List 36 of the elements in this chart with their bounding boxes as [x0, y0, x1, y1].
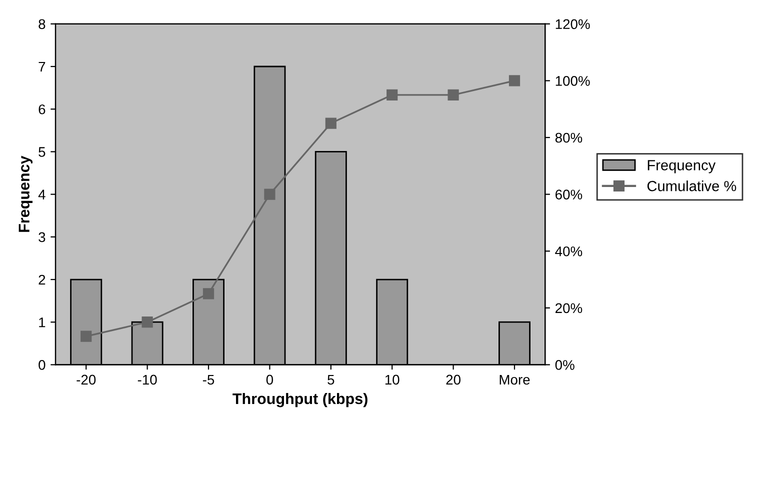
- y2-tick-label: 60%: [556, 190, 582, 200]
- point: [448, 89, 459, 100]
- y-tick-label: 0: [38, 360, 46, 370]
- y-tick-label: 4: [38, 190, 46, 200]
- legend-label: Frequency: [648, 160, 716, 174]
- y2-tick-label: 120%: [556, 19, 590, 30]
- y-tick-label: 8: [38, 19, 46, 30]
- x-tick-label: -5: [202, 374, 214, 385]
- point: [508, 75, 520, 86]
- x-tick-label: 0: [266, 374, 274, 385]
- point: [325, 118, 336, 129]
- x-tick-label: More: [500, 374, 530, 385]
- y-tick-label: 1: [39, 318, 46, 328]
- legend-label: Cumulative %: [647, 180, 736, 192]
- y-tick-label: 6: [38, 104, 46, 114]
- point: [80, 330, 92, 342]
- x-tick-label: 10: [385, 374, 400, 385]
- x-tick-label: -20: [76, 374, 96, 385]
- y-tick-label: 2: [38, 274, 46, 285]
- point: [202, 288, 214, 300]
- y-axis-title: Frequency: [18, 156, 33, 232]
- y2-tick-label: 0%: [555, 360, 574, 370]
- x-tick-label: 5: [328, 374, 334, 385]
- y2-tick-label: 80%: [555, 132, 582, 143]
- y2-tick-label: 100%: [556, 76, 590, 86]
- y-tick-label: 5: [38, 147, 46, 157]
- y-tick-label: 3: [38, 232, 46, 242]
- y2-tick-label: 20%: [556, 303, 582, 314]
- x-tick-label: 20: [446, 374, 460, 385]
- x-axis-title: Throughput (kbps): [232, 392, 368, 408]
- y-tick-label: 7: [38, 62, 46, 72]
- point: [264, 188, 276, 200]
- point: [142, 316, 153, 328]
- x-tick-label: -10: [138, 374, 157, 385]
- point: [386, 89, 398, 100]
- y2-tick-label: 40%: [555, 246, 582, 256]
